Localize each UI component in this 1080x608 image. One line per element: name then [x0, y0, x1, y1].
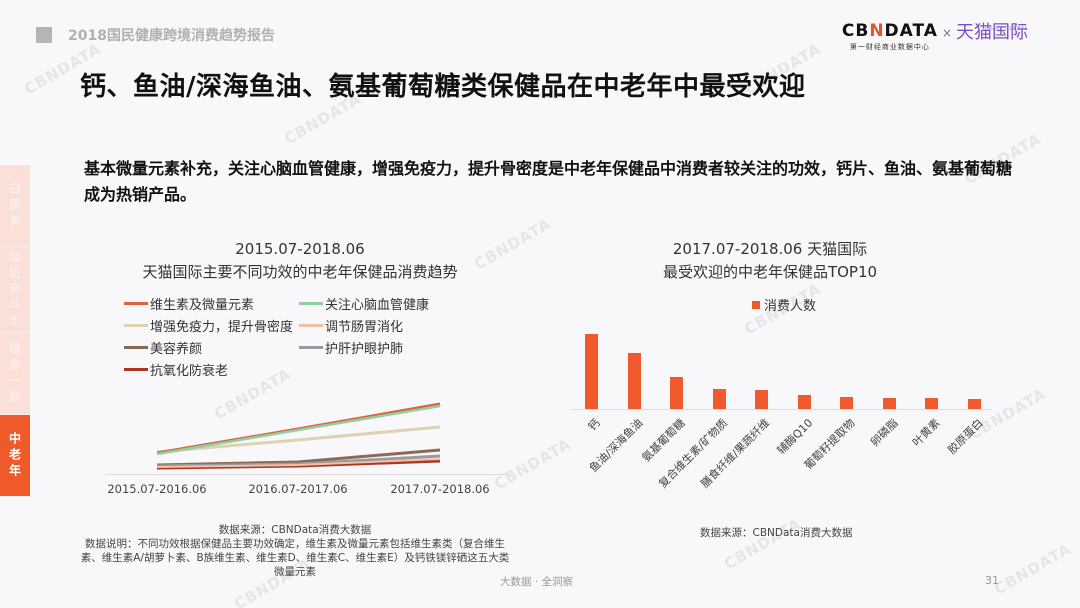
- legend-item: 护肝护眼护肺: [299, 339, 469, 357]
- line-chart-source: 数据来源：CBNData消费大数据 数据说明：不同功效根据保健品主要功效确定，维…: [80, 524, 510, 578]
- header-square-icon: [36, 27, 52, 43]
- page-description: 基本微量元素补充，关注心脑血管健康，增强免疫力，提升骨密度是中老年保健品中消费者…: [84, 159, 1013, 204]
- bar: [798, 395, 811, 409]
- side-tabs: 白康美 加班奋斗士 随身一族 中老年: [0, 165, 30, 497]
- x-tick-label: 2017.07-2018.06: [390, 482, 490, 496]
- bar-chart-title: 2017.07-2018.06 天猫国际 最受欢迎的中老年保健品TOP10: [662, 240, 878, 281]
- legend-swatch-icon: [299, 301, 323, 305]
- bar: [713, 389, 726, 409]
- page-title: 钙、鱼油/深海鱼油、氨基葡萄糖类保健品在中老年中最受欢迎: [80, 72, 806, 102]
- side-tab-2[interactable]: 随身一族: [0, 333, 30, 415]
- legend-swatch-icon: [124, 345, 148, 349]
- bar: [925, 398, 938, 409]
- legend-item: 维生素及微量元素: [124, 295, 299, 313]
- legend-swatch-icon: [752, 300, 760, 309]
- legend-swatch-icon: [124, 323, 148, 327]
- bar: [628, 353, 641, 409]
- legend-item: 调节肠胃消化: [299, 317, 469, 335]
- bar: [968, 399, 981, 409]
- line-chart-title: 2015.07-2018.06 天猫国际主要不同功效的中老年保健品消费趋势: [142, 240, 458, 281]
- footer-tagline: 大数据 · 全洞察: [500, 576, 574, 588]
- legend-swatch-icon: [124, 367, 148, 371]
- tmall-global-logo: TMALL GLOBAL 天猫国际: [956, 22, 1028, 43]
- bar: [883, 398, 896, 409]
- legend-item: 增强免疫力，提升骨密度: [124, 317, 299, 335]
- bar: [755, 390, 768, 409]
- x-tick-label: 2016.07-2017.06: [248, 482, 348, 496]
- legend-item: 美容养颜: [124, 339, 299, 357]
- cross-icon: ×: [941, 26, 952, 40]
- x-tick-label: 2015.07-2016.06: [107, 482, 207, 496]
- bar-chart-plot: [572, 320, 992, 410]
- line-chart-legend: 维生素及微量元素 关注心脑血管健康 增强免疫力，提升骨密度 调节肠胃消化 美容养…: [124, 295, 464, 379]
- bar: [840, 397, 853, 409]
- legend-item: 抗氧化防衰老: [124, 361, 299, 379]
- brand-logos: CBNDATA 第一财经商业数据中心 × TMALL GLOBAL 天猫国际: [842, 22, 1028, 52]
- bar-chart-legend: 消费人数: [752, 295, 816, 314]
- bar-chart-source: 数据来源：CBNData消费大数据: [700, 527, 853, 539]
- side-tab-3-active[interactable]: 中老年: [0, 415, 30, 497]
- legend-swatch-icon: [124, 301, 148, 305]
- report-title: 2018国民健康跨境消费趋势报告: [68, 28, 275, 44]
- side-tab-0[interactable]: 白康美: [0, 165, 30, 247]
- report-header: 2018国民健康跨境消费趋势报告: [36, 26, 275, 44]
- legend-swatch-icon: [299, 345, 323, 349]
- legend-swatch-icon: [299, 323, 323, 327]
- bar: [585, 334, 598, 409]
- cbndata-logo: CBNDATA 第一财经商业数据中心: [841, 21, 938, 51]
- legend-item: 关注心脑血管健康: [299, 295, 469, 313]
- page-number: 31: [985, 574, 999, 587]
- side-tab-1[interactable]: 加班奋斗士: [0, 247, 30, 333]
- line-chart-x-axis: [105, 474, 510, 475]
- bar: [670, 377, 683, 409]
